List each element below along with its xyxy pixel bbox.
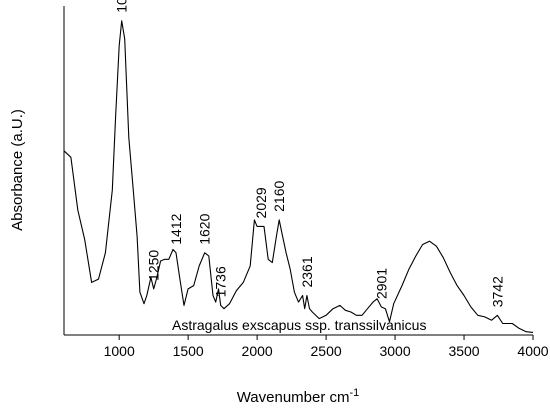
- peak-label: 1250: [146, 250, 162, 281]
- peak-label: 1620: [197, 213, 213, 244]
- x-tick-label: 1000: [104, 343, 135, 359]
- x-axis-title-text: Wavenumber cm: [237, 389, 350, 406]
- series-layer: [63, 20, 534, 333]
- peak-label: 2361: [299, 256, 315, 287]
- x-tick-label: 2000: [242, 343, 273, 359]
- peak-label: 2901: [373, 268, 389, 299]
- x-tick-label: 3000: [379, 343, 410, 359]
- x-tick-label: 2500: [311, 343, 342, 359]
- peak-label: 3742: [489, 276, 505, 307]
- x-tick-label: 3500: [448, 343, 479, 359]
- peak-label: 1018: [114, 0, 130, 13]
- peak-label: 1412: [168, 213, 184, 244]
- y-axis-title: Absorbance (a.U.): [9, 109, 26, 231]
- peak-label: 2029: [253, 187, 269, 218]
- x-tick-label: 1500: [173, 343, 204, 359]
- x-tick-label: 4000: [517, 343, 548, 359]
- x-axis-title-superscript: -1: [350, 387, 360, 399]
- x-axis-title: Wavenumber cm-1: [237, 387, 360, 406]
- axes: [63, 6, 533, 336]
- chart-annotation: Astragalus exscapus ssp. transsilvanicus: [172, 317, 426, 333]
- peak-label: 1736: [213, 266, 229, 297]
- peak-label: 2160: [271, 180, 287, 211]
- spectrum-line: [63, 20, 534, 333]
- x-ticks: 1000 1500 2000 2500 3000 3500 4000: [104, 335, 549, 359]
